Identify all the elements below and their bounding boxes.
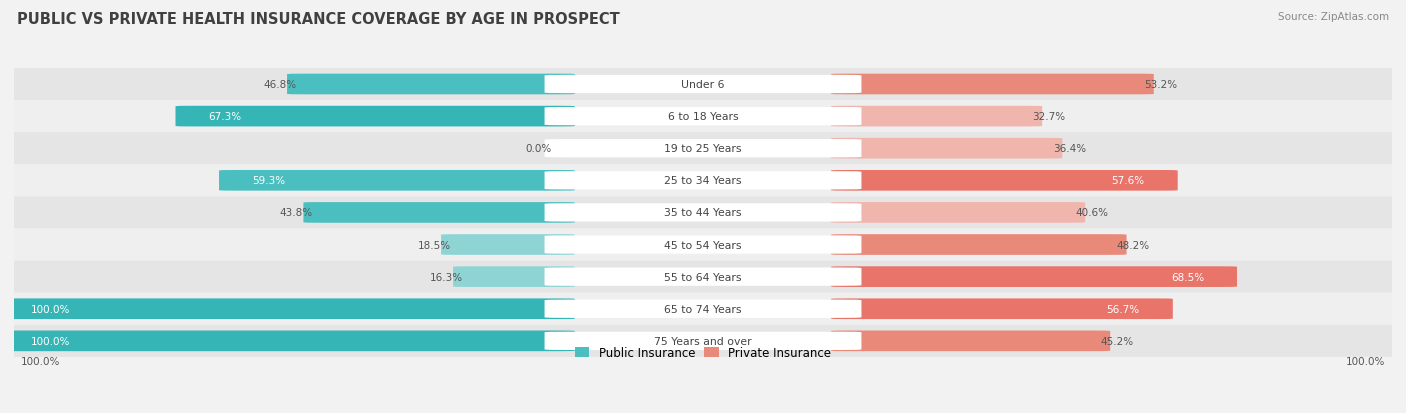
FancyBboxPatch shape xyxy=(7,325,1399,357)
FancyBboxPatch shape xyxy=(544,236,862,254)
Text: 100.0%: 100.0% xyxy=(31,336,70,346)
FancyBboxPatch shape xyxy=(176,107,575,127)
FancyBboxPatch shape xyxy=(7,69,1399,101)
FancyBboxPatch shape xyxy=(453,267,575,287)
Text: 46.8%: 46.8% xyxy=(263,80,297,90)
FancyBboxPatch shape xyxy=(831,235,1126,255)
FancyBboxPatch shape xyxy=(7,197,1399,229)
FancyBboxPatch shape xyxy=(831,203,1085,223)
Text: 45.2%: 45.2% xyxy=(1101,336,1133,346)
Text: 68.5%: 68.5% xyxy=(1171,272,1204,282)
Text: 19 to 25 Years: 19 to 25 Years xyxy=(664,144,742,154)
Text: 25 to 34 Years: 25 to 34 Years xyxy=(664,176,742,186)
FancyBboxPatch shape xyxy=(7,293,1399,325)
Text: 53.2%: 53.2% xyxy=(1144,80,1177,90)
FancyBboxPatch shape xyxy=(287,74,575,95)
Text: 16.3%: 16.3% xyxy=(430,272,463,282)
Text: 6 to 18 Years: 6 to 18 Years xyxy=(668,112,738,122)
FancyBboxPatch shape xyxy=(831,267,1237,287)
Text: 65 to 74 Years: 65 to 74 Years xyxy=(664,304,742,314)
FancyBboxPatch shape xyxy=(831,331,1111,351)
Text: 57.6%: 57.6% xyxy=(1112,176,1144,186)
Text: 100.0%: 100.0% xyxy=(31,304,70,314)
Text: 18.5%: 18.5% xyxy=(418,240,451,250)
FancyBboxPatch shape xyxy=(544,140,862,158)
Text: 67.3%: 67.3% xyxy=(208,112,242,122)
Text: 36.4%: 36.4% xyxy=(1053,144,1085,154)
FancyBboxPatch shape xyxy=(544,332,862,350)
FancyBboxPatch shape xyxy=(544,268,862,286)
Text: PUBLIC VS PRIVATE HEALTH INSURANCE COVERAGE BY AGE IN PROSPECT: PUBLIC VS PRIVATE HEALTH INSURANCE COVER… xyxy=(17,12,620,27)
FancyBboxPatch shape xyxy=(831,171,1178,191)
Text: 45 to 54 Years: 45 to 54 Years xyxy=(664,240,742,250)
Text: 100.0%: 100.0% xyxy=(21,356,60,366)
Legend: Public Insurance, Private Insurance: Public Insurance, Private Insurance xyxy=(571,342,835,364)
Text: Source: ZipAtlas.com: Source: ZipAtlas.com xyxy=(1278,12,1389,22)
Text: 43.8%: 43.8% xyxy=(280,208,314,218)
FancyBboxPatch shape xyxy=(831,74,1154,95)
FancyBboxPatch shape xyxy=(831,299,1173,319)
Text: 35 to 44 Years: 35 to 44 Years xyxy=(664,208,742,218)
FancyBboxPatch shape xyxy=(304,203,575,223)
Text: 100.0%: 100.0% xyxy=(1346,356,1385,366)
FancyBboxPatch shape xyxy=(7,133,1399,165)
FancyBboxPatch shape xyxy=(831,138,1063,159)
FancyBboxPatch shape xyxy=(7,101,1399,133)
FancyBboxPatch shape xyxy=(544,76,862,94)
Text: 59.3%: 59.3% xyxy=(252,176,285,186)
FancyBboxPatch shape xyxy=(219,171,575,191)
Text: Under 6: Under 6 xyxy=(682,80,724,90)
FancyBboxPatch shape xyxy=(0,331,575,351)
Text: 75 Years and over: 75 Years and over xyxy=(654,336,752,346)
Text: 40.6%: 40.6% xyxy=(1076,208,1108,218)
FancyBboxPatch shape xyxy=(544,108,862,126)
Text: 55 to 64 Years: 55 to 64 Years xyxy=(664,272,742,282)
FancyBboxPatch shape xyxy=(544,204,862,222)
FancyBboxPatch shape xyxy=(7,165,1399,197)
Text: 0.0%: 0.0% xyxy=(526,144,551,154)
Text: 56.7%: 56.7% xyxy=(1107,304,1140,314)
FancyBboxPatch shape xyxy=(7,229,1399,261)
Text: 32.7%: 32.7% xyxy=(1032,112,1066,122)
FancyBboxPatch shape xyxy=(544,172,862,190)
FancyBboxPatch shape xyxy=(831,107,1042,127)
FancyBboxPatch shape xyxy=(0,299,575,319)
FancyBboxPatch shape xyxy=(441,235,575,255)
FancyBboxPatch shape xyxy=(7,261,1399,293)
Text: 48.2%: 48.2% xyxy=(1116,240,1150,250)
FancyBboxPatch shape xyxy=(544,300,862,318)
